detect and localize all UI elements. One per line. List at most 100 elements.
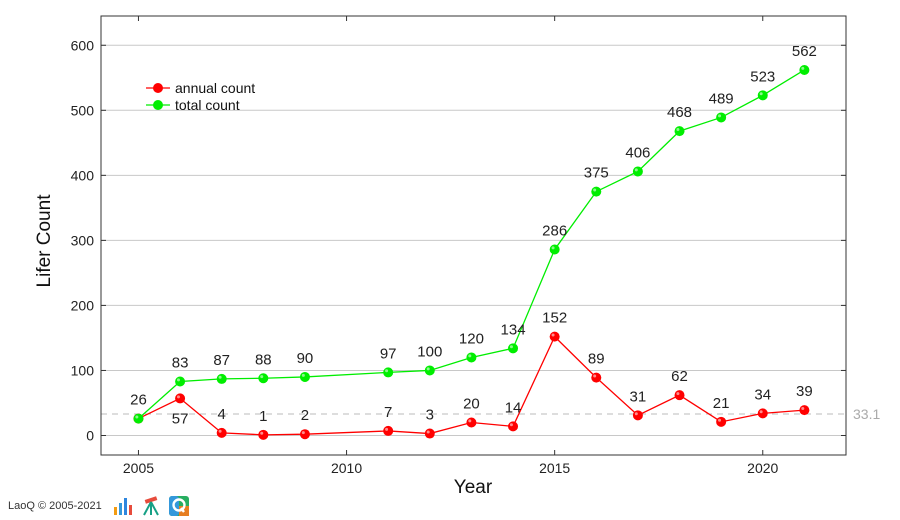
data-point <box>175 393 186 404</box>
data-point-highlight <box>176 395 180 399</box>
series-group: 26 57 4 1 2 7 3 20 14 152 89 31 62 21 34 39 83 87 88 90 97 10… <box>130 43 817 440</box>
data-label: 100 <box>417 343 442 360</box>
data-point <box>549 244 560 255</box>
data-label: 89 <box>588 351 605 368</box>
data-point-highlight <box>426 430 430 434</box>
data-point-highlight <box>759 410 763 414</box>
data-point <box>632 410 643 421</box>
data-label: 39 <box>796 383 813 400</box>
x-tick-label: 2010 <box>331 460 362 476</box>
data-point <box>591 372 602 383</box>
data-point-highlight <box>676 392 680 396</box>
data-label: 21 <box>713 395 730 412</box>
data-label: 120 <box>459 330 484 347</box>
data-point <box>216 427 227 438</box>
data-point-highlight <box>801 407 805 411</box>
data-point-highlight <box>385 427 389 431</box>
data-point-highlight <box>718 114 722 118</box>
data-point <box>299 429 310 440</box>
data-point-highlight <box>426 367 430 371</box>
data-label: 34 <box>754 386 771 403</box>
data-point <box>508 421 519 432</box>
y-tick-label: 300 <box>71 232 95 248</box>
data-label: 7 <box>384 404 392 421</box>
data-label: 31 <box>630 388 647 405</box>
data-point-highlight <box>634 168 638 172</box>
data-label: 20 <box>463 395 480 412</box>
data-point-highlight <box>301 431 305 435</box>
data-point-highlight <box>634 412 638 416</box>
data-point-highlight <box>593 188 597 192</box>
data-label: 3 <box>426 407 434 424</box>
copyright-text: LaoQ © 2005-2021 <box>8 500 102 512</box>
data-point <box>716 416 727 427</box>
data-label: 4 <box>218 406 226 423</box>
data-point <box>466 352 477 363</box>
axes: 0 100 200 300 400 500 600 2005 2010 2015 2020 <box>71 15 847 476</box>
grid <box>101 44 846 436</box>
data-label: 286 <box>542 222 567 239</box>
legend-label: annual count <box>175 80 255 96</box>
data-label: 57 <box>172 410 189 427</box>
data-label: 62 <box>671 368 688 385</box>
x-tick-label: 2020 <box>747 460 778 476</box>
data-point <box>133 413 144 424</box>
data-label: 87 <box>213 352 230 369</box>
data-label: 468 <box>667 104 692 121</box>
data-label: 26 <box>130 392 147 409</box>
data-point-highlight <box>260 375 264 379</box>
data-point <box>799 64 810 75</box>
legend-swatch-marker <box>153 83 163 93</box>
data-point-highlight <box>801 66 805 70</box>
footer: LaoQ © 2005-2021 <box>8 493 190 519</box>
series-annual-count: 26 57 4 1 2 7 3 20 14 152 89 31 62 21 34 39 <box>130 310 813 440</box>
data-label: 83 <box>172 355 189 372</box>
x-tick-label: 2005 <box>123 460 154 476</box>
data-point-highlight <box>551 246 555 250</box>
quiz-icon[interactable] <box>168 495 190 517</box>
y-tick-label: 600 <box>71 37 95 53</box>
y-tick-label: 100 <box>71 362 95 378</box>
data-point <box>383 367 394 378</box>
data-label: 562 <box>792 43 817 60</box>
data-point-highlight <box>551 333 555 337</box>
data-point-highlight <box>593 374 597 378</box>
data-point <box>549 331 560 342</box>
data-point-highlight <box>135 415 139 419</box>
data-point <box>424 365 435 376</box>
data-point <box>591 186 602 197</box>
data-label: 489 <box>709 90 734 107</box>
data-point <box>757 408 768 419</box>
average-line-label: 33.1 <box>853 406 880 422</box>
data-point-highlight <box>718 418 722 422</box>
data-point <box>258 373 269 384</box>
data-label: 523 <box>750 68 775 85</box>
legend-swatch-marker <box>153 100 163 110</box>
data-point-highlight <box>218 429 222 433</box>
data-point <box>674 390 685 401</box>
data-label: 375 <box>584 165 609 182</box>
data-point-highlight <box>218 375 222 379</box>
data-point <box>508 343 519 354</box>
data-point <box>799 405 810 416</box>
data-point <box>632 166 643 177</box>
data-point-highlight <box>301 373 305 377</box>
data-label: 134 <box>501 321 526 338</box>
data-point <box>716 112 727 123</box>
data-point-highlight <box>509 345 513 349</box>
bar-chart-icon[interactable] <box>112 495 134 517</box>
x-tick-label: 2015 <box>539 460 570 476</box>
data-point <box>383 425 394 436</box>
data-point-highlight <box>509 423 513 427</box>
data-point-highlight <box>759 92 763 96</box>
data-point <box>216 373 227 384</box>
data-point-highlight <box>468 354 472 358</box>
data-label: 97 <box>380 345 397 362</box>
reference-line-group: 33.1 <box>101 406 880 422</box>
tripod-icon[interactable] <box>140 495 162 517</box>
y-tick-label: 400 <box>71 167 95 183</box>
y-tick-label: 200 <box>71 297 95 313</box>
